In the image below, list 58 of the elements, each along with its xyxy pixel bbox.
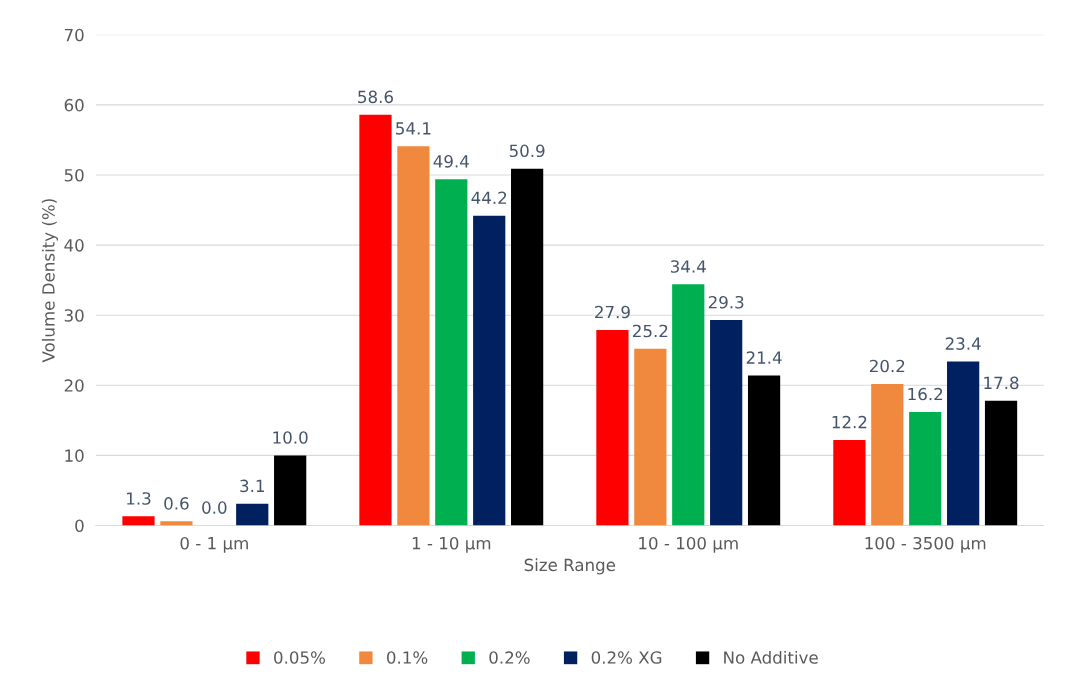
bar [871,383,904,526]
y-tick-label: 60 [64,98,84,112]
x-tick-label: 1 - 10 µm [412,536,491,553]
legend-label: No Additive [724,650,818,664]
bar [672,284,705,526]
data-label: 29.3 [708,295,744,309]
data-label: 49.4 [433,155,469,168]
bar [435,179,468,526]
bar [984,400,1018,526]
data-label: 50.9 [509,144,545,158]
y-tick-label: 40 [64,239,84,252]
y-tick-label: 10 [65,449,84,462]
data-label: 1.3 [127,492,151,505]
data-label: 3.1 [240,479,264,493]
bar [747,375,781,526]
data-label: 20.2 [869,359,905,373]
bar [947,361,980,526]
data-label: 0.6 [164,497,189,510]
bar [122,516,155,526]
data-label: 54.1 [396,122,431,135]
bar [833,439,866,526]
y-tick-label: 0 [75,519,84,533]
bar [596,329,629,526]
x-axis-title: Size Range [524,558,616,575]
y-tick-label: 70 [64,28,84,42]
legend-label: 0.2% [489,651,530,664]
bar [634,348,667,526]
bar [274,455,307,526]
bar [359,114,392,526]
data-label: 25.2 [633,324,668,338]
y-tick-label: 30 [64,309,84,322]
bar [909,411,942,526]
bar [160,521,193,526]
legend-label: 0.2% XG [591,651,662,664]
data-label: 21.4 [746,351,782,364]
data-label: 10.0 [273,431,308,444]
bar [473,215,506,526]
y-tick-label: 50 [64,168,84,182]
data-label: 34.4 [670,260,706,273]
data-label: 17.8 [984,376,1019,390]
data-label: 27.9 [595,305,630,319]
x-tick-label: 0 - 1 µm [180,536,248,553]
data-label: 58.6 [358,90,393,104]
data-label: 0.0 [202,501,227,514]
legend-label: 0.1% [387,651,428,664]
bar [236,503,269,526]
data-label: 12.2 [832,415,867,429]
data-label: 23.4 [945,337,981,350]
y-axis-title: Volume Density (%) [41,199,58,363]
y-tick-label: 20 [64,379,84,392]
bar [511,168,544,526]
x-tick-label: 10 - 100 µm [639,536,738,553]
data-label: 44.2 [471,191,507,204]
x-tick-label: 100 - 3500 µm [865,536,986,553]
bar [710,320,743,526]
bar [397,146,430,526]
data-label: 16.2 [908,387,943,401]
legend-label: 0.05% [274,651,325,664]
